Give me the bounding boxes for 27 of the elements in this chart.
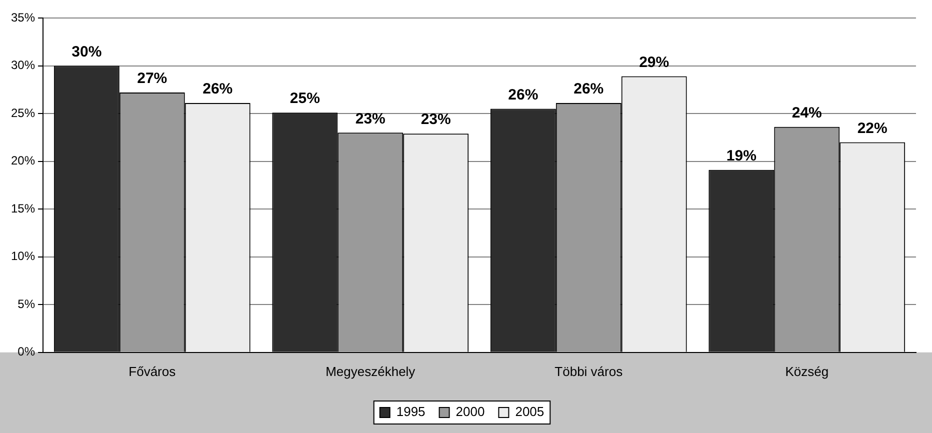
x-tick-label: Község <box>785 364 829 379</box>
data-label: 26% <box>202 80 233 98</box>
y-tick-label: 35% <box>10 10 36 24</box>
data-label: 19% <box>726 148 756 165</box>
data-label: 30% <box>72 43 102 60</box>
y-tick-label: 20% <box>10 154 36 168</box>
y-tick-label: 25% <box>10 106 36 120</box>
data-label: 29% <box>639 54 670 71</box>
data-label: 26% <box>508 86 538 104</box>
x-tick-label: Megyeszékhely <box>326 364 416 379</box>
y-tick-label: 0% <box>18 344 36 359</box>
data-label: 27% <box>137 70 168 88</box>
data-label: 23% <box>420 111 451 128</box>
data-label: 22% <box>857 120 888 137</box>
data-label: 26% <box>574 80 604 98</box>
x-tick-label: Főváros <box>128 364 176 379</box>
legend-label: 2000 <box>456 404 485 420</box>
y-tick-label: 30% <box>10 58 36 72</box>
data-label: 24% <box>792 104 822 122</box>
data-label: 23% <box>355 110 386 128</box>
y-tick-label: 10% <box>10 249 36 264</box>
x-tick-label: Többi város <box>554 364 624 379</box>
data-label: 25% <box>290 90 320 108</box>
legend-label: 2005 <box>515 404 544 420</box>
legend-label: 1995 <box>396 404 426 420</box>
y-tick-label: 15% <box>10 201 36 216</box>
y-tick-label: 5% <box>18 296 36 311</box>
